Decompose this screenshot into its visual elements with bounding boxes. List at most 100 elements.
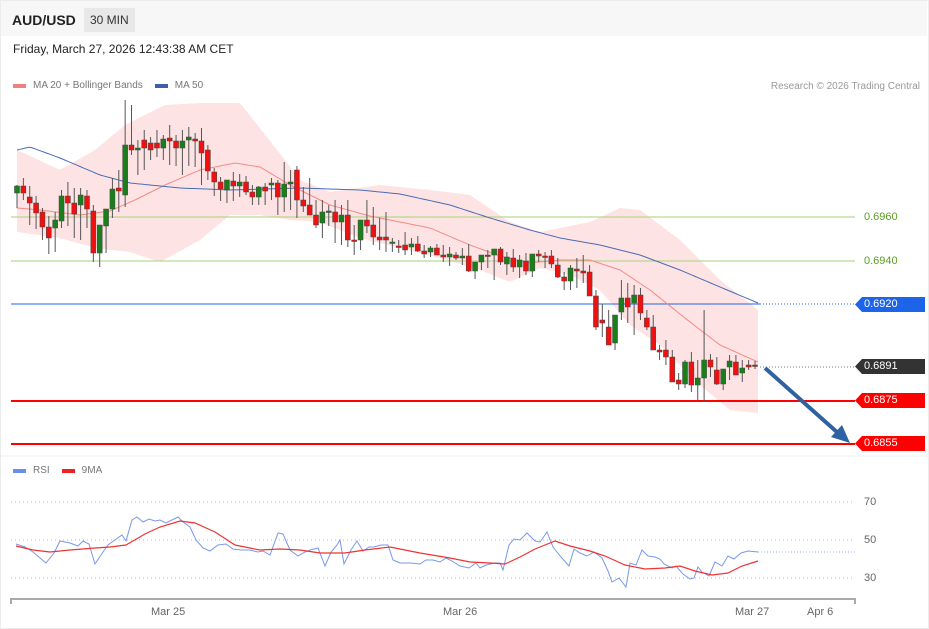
candle [625, 297, 631, 308]
legend-9ma: 9MA [61, 465, 103, 476]
candle [71, 202, 78, 215]
candle [618, 297, 625, 313]
candle [472, 261, 478, 272]
candle [580, 270, 586, 274]
arrow-head-icon [831, 425, 850, 443]
candle [52, 219, 58, 229]
candle [612, 314, 618, 344]
candle [338, 214, 345, 223]
candle [478, 254, 485, 263]
rsi-tick-30: 30 [864, 572, 877, 584]
candle [688, 361, 695, 386]
candle [682, 361, 688, 385]
candle [510, 257, 516, 268]
candle [128, 144, 135, 151]
candle [408, 243, 415, 248]
candle [154, 142, 160, 149]
candle [33, 202, 39, 214]
candle [275, 182, 281, 198]
legend-ma50: MA 50 [154, 80, 204, 91]
candle [440, 254, 447, 258]
candle [160, 138, 167, 149]
rsi-swatch-icon [13, 468, 26, 473]
x-axis [10, 598, 856, 604]
candle [351, 239, 357, 242]
price-legend: MA 20 + Bollinger Bands MA 50 [13, 80, 215, 91]
last-price-tag: 0.6891 [864, 360, 898, 372]
candle [262, 186, 268, 192]
candle [205, 149, 211, 172]
candle [198, 140, 205, 154]
candle [370, 224, 377, 238]
level-s1-tag: 0.6875 [864, 394, 898, 406]
candle [714, 369, 720, 385]
chart-header: AUD/USD 30 MIN [1, 1, 927, 36]
candle [745, 364, 752, 368]
candle [631, 294, 637, 304]
candle [542, 255, 548, 258]
copyright: Research © 2026 Trading Central [770, 81, 920, 92]
candle [14, 185, 20, 194]
candle [122, 144, 128, 196]
level-r2-label: 0.6960 [864, 211, 898, 223]
ma20-line [16, 162, 759, 363]
candle [256, 186, 262, 198]
candle [561, 276, 567, 282]
timeframe-button[interactable]: 30 MIN [84, 8, 135, 32]
candle [306, 204, 313, 216]
ma9-swatch-icon [61, 468, 75, 473]
candle [402, 244, 408, 251]
rsi-legend: RSI 9MA [13, 465, 114, 476]
candle [459, 255, 466, 259]
candle [230, 180, 237, 187]
candle [720, 368, 726, 385]
candle [567, 267, 574, 282]
candle [116, 187, 122, 192]
candle [593, 295, 599, 328]
candle [650, 326, 656, 351]
ma50-label: MA 50 [174, 80, 204, 91]
rsi-line [15, 516, 759, 589]
candle [465, 255, 472, 272]
candle [529, 253, 536, 272]
candle [300, 199, 307, 207]
candle [599, 319, 606, 324]
candle [186, 136, 192, 141]
candle [211, 171, 217, 183]
candle [224, 179, 230, 191]
candle [179, 140, 186, 149]
candle [166, 137, 173, 142]
candle [135, 147, 141, 151]
candle [109, 188, 116, 210]
level-r1-label: 0.6940 [864, 255, 898, 267]
candle [103, 208, 109, 227]
candle [26, 196, 33, 204]
candle [497, 248, 504, 263]
candle [147, 142, 154, 151]
level-pivot-tag: 0.6920 [864, 298, 898, 310]
candle [434, 247, 440, 256]
rsi-label: RSI [33, 465, 50, 476]
candle [485, 254, 491, 257]
legend-ma20: MA 20 + Bollinger Bands [13, 80, 143, 91]
ma9-label: 9MA [81, 465, 103, 476]
candle [46, 226, 52, 239]
candle [574, 268, 580, 272]
candle [701, 359, 707, 379]
candle [319, 211, 326, 224]
candle [389, 241, 396, 244]
candle [733, 361, 739, 376]
candle [752, 364, 758, 367]
candle [535, 253, 542, 257]
candle [516, 259, 523, 268]
candle [65, 195, 71, 204]
candle [675, 379, 682, 385]
candle [325, 210, 332, 213]
candle [383, 236, 389, 241]
candle [523, 260, 529, 272]
x-tick-mar25: Mar 25 [151, 606, 186, 618]
candle [446, 253, 453, 258]
x-tick-mar26: Mar 26 [443, 606, 478, 618]
rsi-tick-50: 50 [864, 534, 877, 546]
